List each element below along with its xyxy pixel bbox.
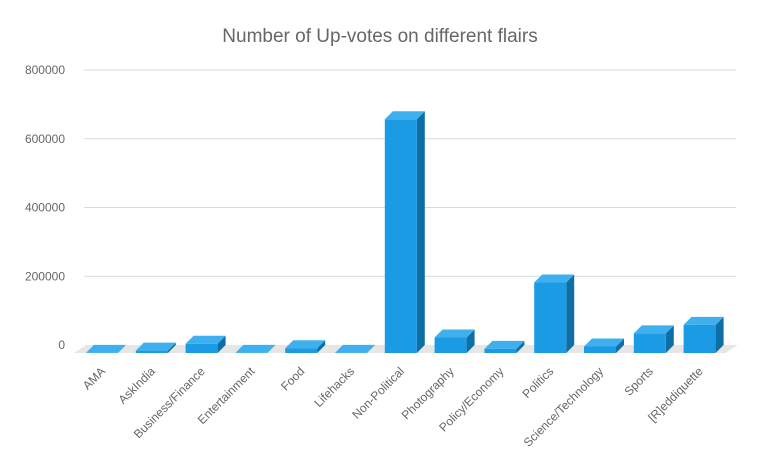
bar	[185, 335, 226, 353]
bar-front	[384, 119, 417, 353]
bar-side	[566, 274, 575, 353]
bar	[335, 344, 375, 353]
bar-side	[118, 344, 126, 353]
bar-top	[584, 338, 624, 347]
y-tick-label: 800000	[25, 63, 65, 77]
chart-title: Number of Up-votes on different flairs	[222, 26, 537, 47]
bar-side	[616, 338, 624, 353]
bar	[484, 340, 525, 353]
bar-top	[235, 344, 276, 353]
y-tick-label: 400000	[25, 201, 65, 215]
bar-front	[434, 337, 467, 353]
x-tick-label: AskIndia	[115, 364, 158, 407]
x-tick-label: Lifehacks	[311, 364, 357, 410]
bar-top	[534, 274, 575, 283]
bar-side	[715, 316, 724, 353]
bar-top	[484, 340, 525, 349]
bar-front	[683, 324, 716, 353]
bar-top	[384, 111, 425, 120]
bar-side	[167, 342, 176, 353]
bar-top	[185, 335, 226, 344]
x-tick-label: AMA	[80, 364, 108, 392]
bar-front	[484, 348, 517, 353]
x-tick-label: Politics	[520, 364, 557, 401]
bar-side	[665, 325, 674, 353]
bar-front	[584, 346, 616, 353]
bar-side	[217, 335, 226, 353]
bar	[683, 316, 724, 353]
bar-top	[633, 325, 674, 334]
bar-top	[335, 344, 375, 353]
bar	[534, 274, 575, 353]
bar-front	[185, 343, 218, 353]
bar-top	[86, 344, 126, 353]
bar	[633, 325, 674, 353]
x-tick-label: Sports	[621, 364, 655, 398]
bar-side	[466, 329, 475, 353]
bar	[384, 111, 425, 353]
bar-side	[267, 344, 276, 353]
x-tick-label: Food	[278, 364, 307, 393]
bar-front	[534, 282, 567, 353]
bar-side	[416, 111, 425, 353]
y-axis-ticks: 0 200000 400000 600000 800000	[25, 63, 65, 352]
bar	[235, 344, 276, 353]
bar	[86, 344, 126, 353]
bar	[285, 340, 326, 353]
y-tick-label: 0	[58, 338, 65, 352]
bar-side	[317, 340, 326, 353]
bar-top	[135, 342, 176, 351]
bar-top	[434, 329, 475, 338]
bars	[86, 111, 724, 353]
bar-front	[135, 350, 168, 353]
bar-side	[367, 344, 375, 353]
bar-side	[516, 340, 525, 353]
bar	[584, 338, 624, 353]
bar	[434, 329, 475, 353]
bar-front	[285, 348, 318, 353]
bar	[135, 342, 176, 353]
y-tick-label: 600000	[25, 132, 65, 146]
x-axis-categories: AMA AskIndiaBusiness/FinanceEntertainment…	[80, 364, 706, 450]
bar-top	[285, 340, 326, 349]
bar-front	[633, 333, 666, 353]
bar-top	[683, 316, 724, 325]
y-tick-label: 200000	[25, 269, 65, 283]
